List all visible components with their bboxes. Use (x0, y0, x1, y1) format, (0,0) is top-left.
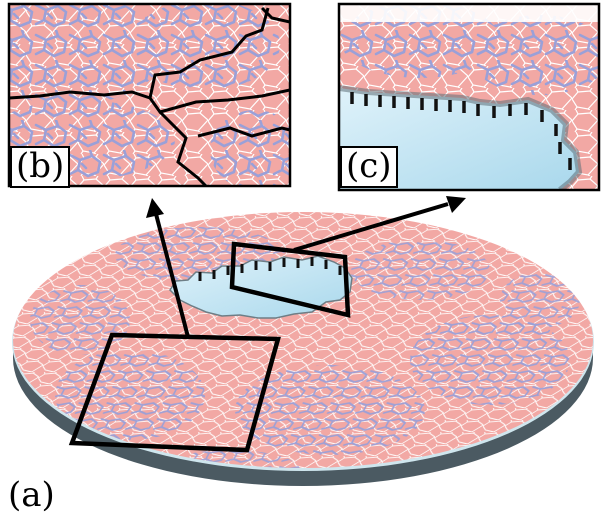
arrow-to-b (154, 213, 190, 338)
panel-a-disk (12, 212, 594, 486)
region-b-outline (68, 332, 281, 453)
hole-edge-pillars (198, 257, 342, 281)
domain-boundary (148, 7, 270, 99)
domain-boundary (260, 6, 290, 24)
zoom-arrows (146, 196, 466, 338)
domain-boundary (197, 126, 290, 138)
disk-network-clusters (30, 227, 580, 468)
arrow-to-c (293, 202, 449, 252)
zoom-pillars (350, 92, 572, 170)
zoom-hole (339, 88, 579, 190)
panel-c-label: (c) (340, 146, 398, 188)
panel-b-zoom (7, 2, 292, 188)
panel-b-label: (b) (10, 146, 71, 188)
region-c-outline (229, 241, 351, 318)
panel-c-zoom (337, 2, 601, 192)
panel-a-label: (a) (8, 475, 55, 515)
domain-boundary (158, 110, 208, 186)
